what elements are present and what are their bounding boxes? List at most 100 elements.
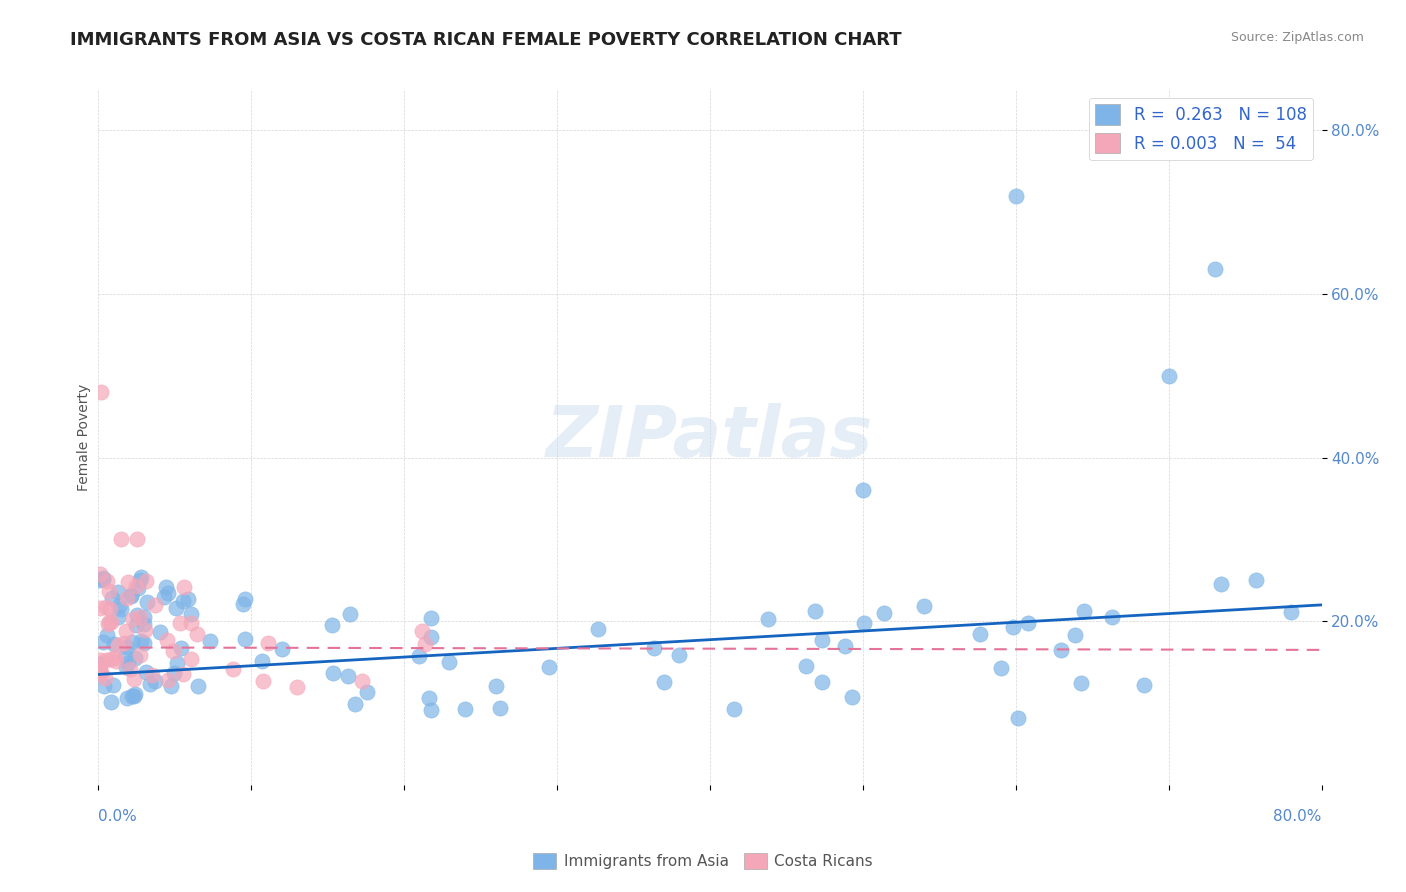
Point — [180, 607, 202, 621]
Point — [96, 574, 118, 588]
Point — [89, 664, 111, 678]
Point — [105, 654, 128, 668]
Point — [135, 574, 157, 589]
Point — [155, 580, 177, 594]
Point — [135, 665, 157, 680]
Point — [107, 638, 129, 652]
Point — [180, 651, 202, 665]
Point — [110, 602, 132, 616]
Point — [91, 571, 114, 585]
Point — [124, 687, 146, 701]
Point — [841, 690, 863, 704]
Point — [156, 586, 179, 600]
Point — [233, 591, 256, 606]
Point — [270, 641, 292, 656]
Point — [96, 628, 118, 642]
Point — [125, 607, 148, 622]
Point — [160, 679, 183, 693]
Point — [117, 656, 139, 670]
Point — [132, 609, 155, 624]
Point — [1064, 628, 1087, 642]
Point — [652, 674, 675, 689]
Point — [104, 650, 127, 665]
Point — [437, 656, 460, 670]
Point — [89, 573, 111, 587]
Text: Source: ZipAtlas.com: Source: ZipAtlas.com — [1230, 31, 1364, 45]
Text: 0.0%: 0.0% — [98, 809, 138, 823]
Point — [114, 624, 136, 638]
Point — [132, 616, 155, 631]
Point — [136, 594, 159, 608]
Point — [110, 533, 132, 547]
Point — [128, 610, 150, 624]
Point — [173, 580, 195, 594]
Point — [157, 673, 180, 687]
Point — [912, 599, 935, 613]
Point — [723, 702, 745, 716]
Point — [1204, 262, 1226, 277]
Point — [454, 702, 477, 716]
Point — [89, 657, 111, 671]
Point — [89, 657, 111, 672]
Point — [153, 590, 176, 604]
Point — [852, 483, 875, 498]
Point — [120, 589, 142, 603]
Point — [139, 677, 162, 691]
Point — [420, 630, 443, 644]
Point — [89, 601, 111, 615]
Point — [90, 385, 112, 400]
Point — [115, 640, 138, 654]
Point — [873, 606, 896, 620]
Point — [804, 604, 827, 618]
Point — [187, 679, 209, 693]
Point — [321, 618, 343, 632]
Point — [100, 695, 122, 709]
Point — [97, 616, 120, 631]
Point — [115, 591, 138, 606]
Point — [1133, 678, 1156, 692]
Point — [103, 637, 125, 651]
Point — [121, 689, 143, 703]
Point — [484, 679, 506, 693]
Point — [811, 675, 834, 690]
Point — [811, 632, 834, 647]
Point — [98, 583, 121, 598]
Legend: Immigrants from Asia, Costa Ricans: Immigrants from Asia, Costa Ricans — [527, 847, 879, 875]
Point — [250, 654, 273, 668]
Text: IMMIGRANTS FROM ASIA VS COSTA RICAN FEMALE POVERTY CORRELATION CHART: IMMIGRANTS FROM ASIA VS COSTA RICAN FEMA… — [70, 31, 901, 49]
Point — [125, 579, 148, 593]
Point — [128, 573, 150, 587]
Point — [1244, 574, 1267, 588]
Point — [252, 674, 274, 689]
Point — [339, 607, 361, 622]
Point — [89, 663, 111, 677]
Point — [166, 656, 188, 670]
Point — [337, 669, 360, 683]
Point — [89, 566, 111, 581]
Point — [419, 611, 441, 625]
Point — [177, 591, 200, 606]
Point — [172, 594, 194, 608]
Point — [120, 588, 142, 602]
Point — [489, 701, 512, 715]
Point — [132, 636, 155, 650]
Point — [222, 662, 245, 676]
Point — [285, 680, 308, 694]
Point — [969, 627, 991, 641]
Point — [1211, 577, 1233, 591]
Point — [186, 627, 208, 641]
Point — [127, 582, 149, 596]
Point — [344, 697, 367, 711]
Point — [586, 622, 609, 636]
Text: 80.0%: 80.0% — [1274, 809, 1322, 823]
Point — [149, 625, 172, 640]
Point — [134, 623, 156, 637]
Point — [114, 649, 136, 664]
Point — [232, 597, 254, 611]
Y-axis label: Female Poverty: Female Poverty — [77, 384, 91, 491]
Point — [89, 664, 111, 678]
Point — [1049, 642, 1071, 657]
Point — [180, 616, 202, 631]
Point — [1073, 604, 1095, 618]
Point — [350, 673, 373, 688]
